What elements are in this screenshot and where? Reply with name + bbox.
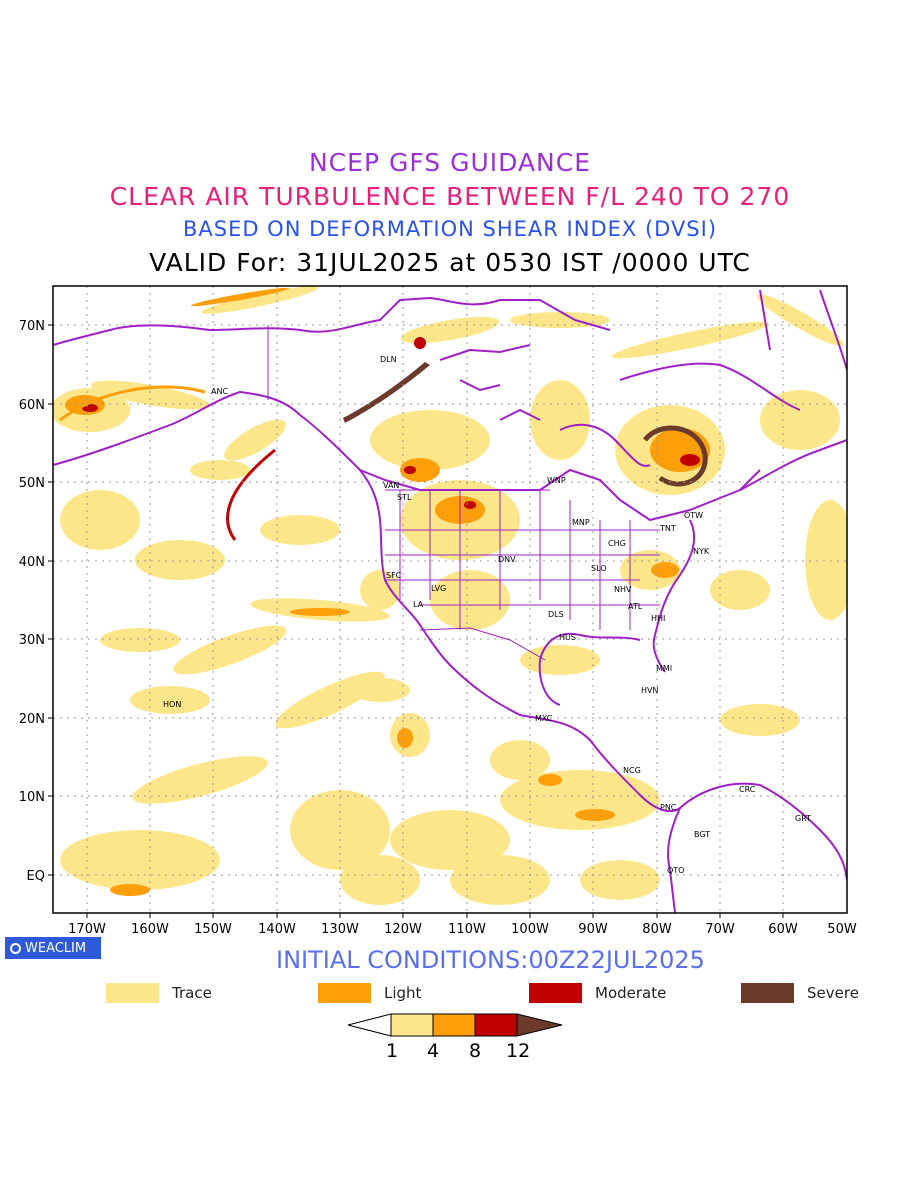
lat-label: 50N <box>19 476 45 491</box>
lon-label: 170W <box>68 922 106 937</box>
station-label: WNP <box>547 476 566 485</box>
moderate-areas <box>82 337 700 509</box>
colorbar-under-arrow <box>347 1013 392 1037</box>
station-label: DLS <box>548 610 564 619</box>
legend-label: Severe <box>807 984 859 1002</box>
station-label: NYK <box>693 547 710 556</box>
lat-label: EQ <box>27 869 45 884</box>
station-label: MNP <box>572 518 590 527</box>
station-label: LA <box>413 600 424 609</box>
colorbar-tick-label: 4 <box>427 1040 440 1062</box>
station-label: OTW <box>684 511 703 520</box>
title-model: NCEP GFS GUIDANCE <box>308 148 591 177</box>
lat-label: 20N <box>19 712 45 727</box>
station-label: ANC <box>211 387 228 396</box>
legend-label: Trace <box>172 984 212 1002</box>
lon-label: 80W <box>642 922 672 937</box>
colorbar-tick-label: 1 <box>386 1040 399 1062</box>
station-label: MMI <box>656 664 672 673</box>
axis-ticks <box>48 324 784 918</box>
station-labels: DLN ANC VAN STL WNP MNP OTW TNT CHG NYK … <box>163 355 811 875</box>
station-label: VAN <box>383 481 399 490</box>
map-frame <box>52 285 848 914</box>
station-label: PNC <box>660 803 677 812</box>
lat-label: 10N <box>19 790 45 805</box>
lat-label: 70N <box>19 319 45 334</box>
lat-label: 60N <box>19 398 45 413</box>
station-label: NCG <box>623 766 641 775</box>
weaclim-logo: WEACLIM <box>5 937 101 959</box>
lon-label: 150W <box>194 922 232 937</box>
legend-label: Moderate <box>595 984 667 1002</box>
station-label: HUS <box>559 633 576 642</box>
color-bar <box>347 1013 563 1037</box>
station-label: HHI <box>651 614 665 623</box>
colorbar-tick-label: 12 <box>506 1040 531 1062</box>
legend-swatch <box>106 983 159 1003</box>
legend-trace: Trace <box>106 983 212 1003</box>
legend-swatch <box>529 983 582 1003</box>
legend-label: Light <box>384 984 422 1002</box>
legend-swatch <box>318 983 371 1003</box>
colorbar-light <box>432 1013 476 1037</box>
station-label: HVN <box>641 686 658 695</box>
colorbar-moderate <box>474 1013 518 1037</box>
station-label: CHG <box>608 539 626 548</box>
severe-areas <box>59 362 708 541</box>
lon-label: 140W <box>258 922 296 937</box>
legend-moderate: Moderate <box>529 983 666 1003</box>
legend-severe: Severe <box>741 983 859 1003</box>
lat-label: 40N <box>19 555 45 570</box>
longitude-labels: 170W 160W 150W 140W 130W 120W 110W 100W … <box>68 922 857 937</box>
station-label: NHV <box>614 585 632 594</box>
logo-text: WEACLIM <box>25 940 87 956</box>
station-label: BGT <box>694 830 710 839</box>
legend-light: Light <box>318 983 421 1003</box>
borders <box>267 325 660 661</box>
title-method: BASED ON DEFORMATION SHEAR INDEX (DVSI) <box>182 217 718 241</box>
lon-label: 70W <box>705 922 735 937</box>
station-label: SLO <box>591 564 607 573</box>
legend-swatch <box>741 983 794 1003</box>
lon-label: 90W <box>578 922 608 937</box>
logo-ring-icon <box>10 942 21 954</box>
station-label: MXC <box>535 714 553 723</box>
coastlines <box>53 289 847 913</box>
lon-label: 60W <box>768 922 798 937</box>
station-label: SFC <box>386 571 402 580</box>
lon-label: 160W <box>131 922 169 937</box>
lon-label: 50W <box>827 922 857 937</box>
lon-label: 120W <box>384 922 422 937</box>
lat-label: 30N <box>19 633 45 648</box>
station-label: DLN <box>380 355 397 364</box>
station-label: ATL <box>628 602 643 611</box>
lon-label: 110W <box>448 922 486 937</box>
initial-conditions: INITIAL CONDITIONS:00Z22JUL2025 <box>276 946 705 974</box>
station-label: STL <box>397 493 412 502</box>
latitude-labels: 70N 60N 50N 40N 30N 20N 10N EQ <box>19 319 45 884</box>
lon-label: 100W <box>511 922 549 937</box>
colorbar-severe-arrow <box>516 1013 563 1037</box>
lon-label: 130W <box>321 922 359 937</box>
station-label: DNV <box>498 555 516 564</box>
title-valid-time: VALID For: 31JUL2025 at 0530 IST /0000 U… <box>149 248 751 277</box>
station-label: GRT <box>795 814 811 823</box>
colorbar-trace <box>390 1013 434 1037</box>
station-label: QTO <box>667 866 684 875</box>
station-label: CRC <box>739 785 756 794</box>
colorbar-tick-label: 8 <box>469 1040 482 1062</box>
title-product: CLEAR AIR TURBULENCE BETWEEN F/L 240 TO … <box>109 182 791 211</box>
map-field <box>53 286 847 913</box>
station-label: TNT <box>659 524 676 533</box>
station-label: HON <box>163 700 181 709</box>
station-label: LVG <box>431 584 446 593</box>
